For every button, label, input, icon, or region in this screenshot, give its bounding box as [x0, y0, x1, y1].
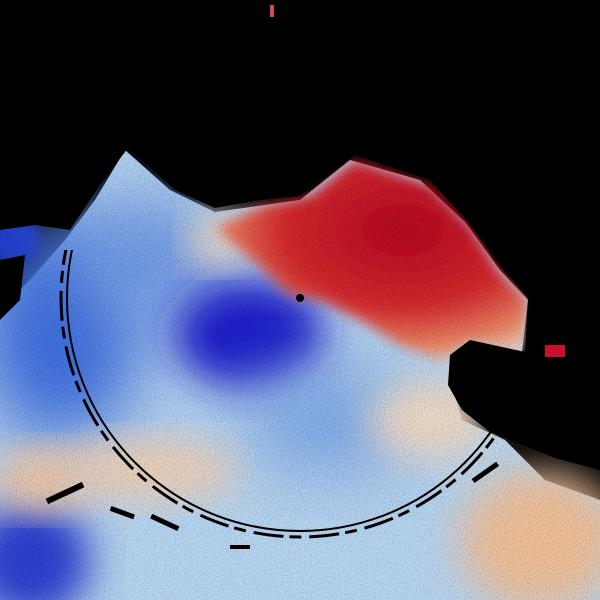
clutter — [45, 461, 500, 549]
echo-speck — [270, 5, 274, 17]
echo-speck — [545, 345, 565, 357]
radar-site — [296, 294, 304, 302]
no-data — [0, 255, 25, 320]
no-data — [0, 0, 600, 470]
